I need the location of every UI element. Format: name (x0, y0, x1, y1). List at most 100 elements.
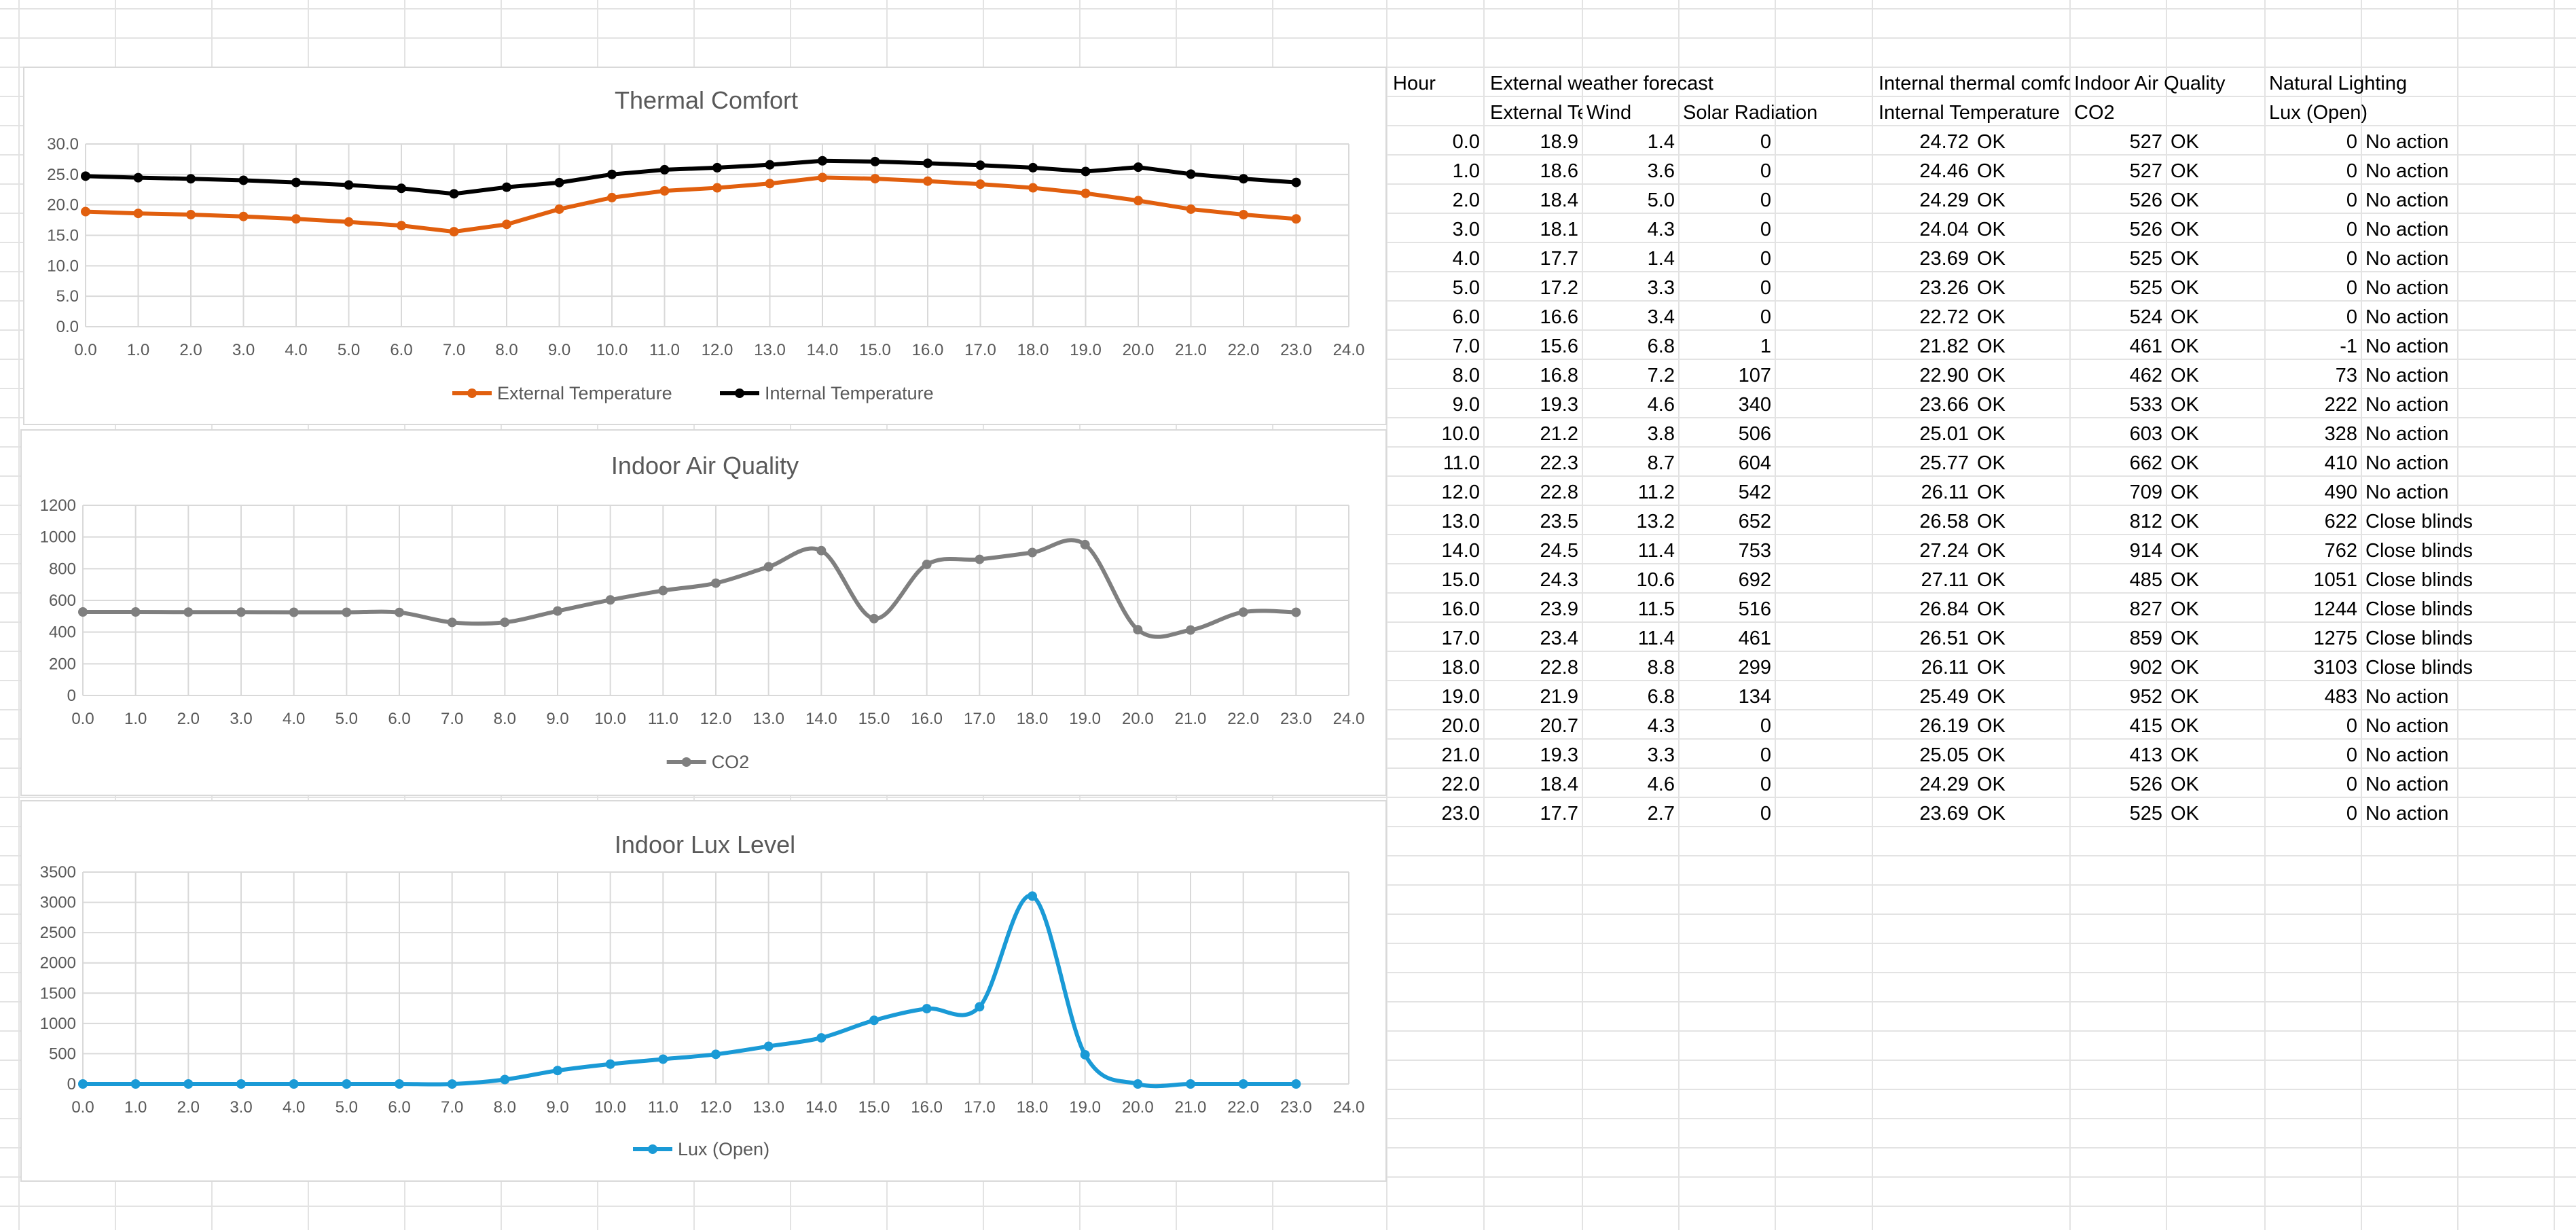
cell-int[interactable]: 26.58 (1919, 511, 1969, 532)
cell-co2[interactable]: 485 (2129, 569, 2162, 591)
cell-action[interactable]: No action (2365, 160, 2449, 182)
data-point[interactable] (1291, 607, 1301, 617)
cell-int-status[interactable]: OK (1977, 219, 2006, 240)
cell-solar[interactable]: 652 (1738, 511, 1771, 532)
cell-int[interactable]: 23.69 (1919, 248, 1969, 270)
cell-action[interactable]: Close blinds (2365, 657, 2473, 679)
cell-ext[interactable]: 18.4 (1540, 774, 1578, 795)
cell-int[interactable]: 26.51 (1919, 628, 1969, 649)
cell-wind[interactable]: 6.8 (1647, 336, 1675, 357)
header-lux-open[interactable]: Lux (Open) (2269, 102, 2368, 124)
cell-action[interactable]: No action (2365, 277, 2449, 299)
cell-solar[interactable]: 0 (1760, 277, 1771, 299)
cell-co2-status[interactable]: OK (2171, 482, 2199, 503)
cell-action[interactable]: Close blinds (2365, 540, 2473, 562)
cell-lux[interactable]: 222 (2324, 394, 2357, 416)
cell-co2-status[interactable]: OK (2171, 248, 2199, 270)
cell-int[interactable]: 26.11 (1921, 657, 1969, 679)
data-point[interactable] (711, 578, 721, 588)
header-hour[interactable]: Hour (1393, 73, 1436, 94)
data-point[interactable] (1291, 1079, 1301, 1089)
cell-int-status[interactable]: OK (1977, 511, 2006, 532)
cell-co2-status[interactable]: OK (2171, 277, 2199, 299)
data-point[interactable] (500, 617, 510, 628)
cell-wind[interactable]: 11.4 (1637, 540, 1675, 562)
data-point[interactable] (133, 209, 143, 219)
cell-co2[interactable]: 812 (2129, 511, 2162, 532)
cell-action[interactable]: No action (2365, 686, 2449, 708)
cell-ext[interactable]: 17.2 (1540, 277, 1578, 299)
cell-co2[interactable]: 662 (2129, 452, 2162, 474)
data-point[interactable] (183, 607, 194, 617)
series-line-1[interactable] (85, 175, 1296, 234)
cell-int[interactable]: 22.90 (1919, 365, 1969, 386)
cell-ext[interactable]: 23.4 (1540, 628, 1578, 649)
data-point[interactable] (449, 227, 459, 237)
cell-int-status[interactable]: OK (1977, 248, 2006, 270)
cell-solar[interactable]: 299 (1738, 657, 1771, 679)
data-point[interactable] (1028, 891, 1037, 901)
cell-hour[interactable]: 15.0 (1441, 569, 1480, 591)
cell-action[interactable]: No action (2365, 482, 2449, 503)
data-point[interactable] (816, 1033, 827, 1043)
cell-lux[interactable]: 0 (2346, 306, 2357, 328)
cell-co2[interactable]: 527 (2129, 131, 2162, 153)
cell-solar[interactable]: 107 (1738, 365, 1771, 386)
cell-co2[interactable]: 526 (2129, 189, 2162, 211)
cell-co2-status[interactable]: OK (2171, 715, 2199, 737)
data-point[interactable] (447, 1079, 457, 1089)
cell-lux[interactable]: 0 (2346, 744, 2357, 766)
data-point[interactable] (397, 183, 406, 194)
cell-int-status[interactable]: OK (1977, 686, 2006, 708)
data-point[interactable] (236, 1079, 246, 1089)
data-point[interactable] (869, 1015, 879, 1026)
cell-action[interactable]: No action (2365, 219, 2449, 240)
data-point[interactable] (291, 177, 301, 187)
data-point[interactable] (1239, 210, 1248, 220)
cell-solar[interactable]: 0 (1760, 774, 1771, 795)
cell-int[interactable]: 23.69 (1919, 803, 1969, 825)
cell-hour[interactable]: 18.0 (1441, 657, 1480, 679)
cell-int[interactable]: 24.29 (1919, 774, 1969, 795)
data-point[interactable] (763, 562, 774, 572)
data-point[interactable] (765, 160, 775, 170)
cell-solar[interactable]: 0 (1760, 803, 1771, 825)
cell-solar[interactable]: 753 (1738, 540, 1771, 562)
cell-int-status[interactable]: OK (1977, 277, 2006, 299)
cell-action[interactable]: No action (2365, 715, 2449, 737)
cell-co2[interactable]: 524 (2129, 306, 2162, 328)
cell-wind[interactable]: 6.8 (1647, 686, 1675, 708)
cell-co2[interactable]: 952 (2129, 686, 2162, 708)
cell-wind[interactable]: 7.2 (1647, 365, 1675, 386)
cell-lux[interactable]: 0 (2346, 803, 2357, 825)
indoor-air-quality-chart[interactable]: Indoor Air Quality 0 200 400 600 800 1000 1200 0… (20, 429, 1387, 796)
cell-solar[interactable]: 1 (1760, 336, 1771, 357)
cell-wind[interactable]: 3.4 (1647, 306, 1675, 328)
cell-co2-status[interactable]: OK (2171, 306, 2199, 328)
data-point[interactable] (659, 164, 670, 175)
cell-int-status[interactable]: OK (1977, 482, 2006, 503)
cell-ext[interactable]: 18.1 (1540, 219, 1578, 240)
data-point[interactable] (922, 1004, 932, 1014)
cell-lux[interactable]: 1275 (2313, 628, 2357, 649)
cell-solar[interactable]: 0 (1760, 131, 1771, 153)
cell-co2-status[interactable]: OK (2171, 511, 2199, 532)
cell-co2[interactable]: 525 (2129, 277, 2162, 299)
cell-co2[interactable]: 525 (2129, 803, 2162, 825)
cell-int-status[interactable]: OK (1977, 803, 2006, 825)
cell-co2-status[interactable]: OK (2171, 365, 2199, 386)
cell-action[interactable]: Close blinds (2365, 628, 2473, 649)
cell-lux[interactable]: 0 (2346, 715, 2357, 737)
cell-action[interactable]: Close blinds (2365, 569, 2473, 591)
cell-hour[interactable]: 23.0 (1441, 803, 1480, 825)
cell-int[interactable]: 25.49 (1919, 686, 1969, 708)
data-point[interactable] (605, 595, 615, 605)
cell-int[interactable]: 21.82 (1919, 336, 1969, 357)
cell-int[interactable]: 24.46 (1919, 160, 1969, 182)
cell-int-status[interactable]: OK (1977, 189, 2006, 211)
data-point[interactable] (923, 158, 932, 168)
cell-hour[interactable]: 17.0 (1441, 628, 1480, 649)
data-point[interactable] (449, 189, 459, 199)
data-point[interactable] (554, 177, 564, 187)
cell-lux[interactable]: 410 (2324, 452, 2357, 474)
